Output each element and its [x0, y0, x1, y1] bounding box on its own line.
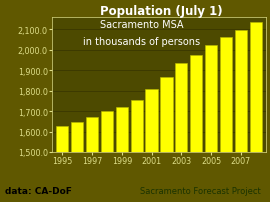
- Bar: [101, 112, 113, 202]
- Bar: [175, 64, 187, 202]
- Text: data: CA-DoF: data: CA-DoF: [5, 187, 72, 196]
- Text: Sacramento MSA: Sacramento MSA: [100, 20, 184, 30]
- Bar: [235, 31, 247, 202]
- Bar: [190, 56, 202, 202]
- Text: Sacramento Forecast Project: Sacramento Forecast Project: [140, 187, 260, 196]
- Bar: [205, 45, 217, 202]
- Bar: [86, 117, 98, 202]
- Bar: [160, 77, 173, 202]
- Text: in thousands of persons: in thousands of persons: [83, 37, 200, 47]
- Bar: [116, 107, 128, 202]
- Bar: [249, 23, 262, 202]
- Bar: [220, 38, 232, 202]
- Bar: [56, 127, 69, 202]
- Text: Population (July 1): Population (July 1): [100, 5, 222, 18]
- Bar: [146, 89, 158, 202]
- Bar: [131, 100, 143, 202]
- Bar: [71, 122, 83, 202]
